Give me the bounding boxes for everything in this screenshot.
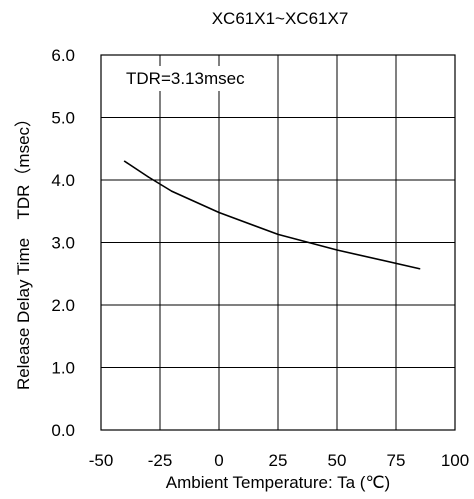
y-tick-label: 0.0 — [51, 421, 75, 440]
y-tick-label: 6.0 — [51, 46, 75, 65]
x-tick-label: -25 — [148, 451, 173, 470]
data-point — [277, 233, 279, 236]
x-axis-ticks: -50 -25 0 25 50 75 100 — [89, 451, 469, 470]
x-tick-label: -50 — [89, 451, 114, 470]
series-layer — [123, 160, 421, 270]
data-point — [418, 267, 421, 270]
data-point — [336, 249, 338, 251]
x-tick-label: 0 — [214, 451, 223, 470]
annotation-box: TDR=3.13msec — [120, 66, 252, 91]
annotation-background — [120, 66, 252, 91]
x-tick-label: 75 — [387, 451, 406, 470]
chart-title: XC61X1~XC61X7 — [212, 9, 349, 28]
y-axis-label-text: Release Delay Time TDR（msec） — [14, 110, 33, 390]
x-tick-label: 50 — [328, 451, 347, 470]
x-axis-label: Ambient Temperature: Ta (℃) — [166, 473, 390, 492]
y-tick-label: 1.0 — [51, 359, 75, 378]
data-point — [147, 176, 149, 178]
data-point — [171, 190, 173, 193]
series-line — [124, 160, 420, 270]
y-tick-label: 3.0 — [51, 234, 75, 253]
y-axis-label-unit: TDR（msec） — [14, 110, 33, 220]
data-point — [123, 160, 126, 163]
y-tick-label: 2.0 — [51, 296, 75, 315]
x-tick-label: 100 — [441, 451, 469, 470]
y-tick-label: 5.0 — [51, 109, 75, 128]
x-tick-label: 25 — [269, 451, 288, 470]
y-axis-label: Release Delay Time TDR（msec） — [14, 110, 33, 390]
plot-frame — [100, 54, 456, 431]
y-axis-label-name: Release Delay Time — [14, 238, 33, 390]
y-tick-label: 4.0 — [51, 171, 75, 190]
data-point — [218, 211, 220, 214]
annotation-label: TDR=3.13msec — [126, 69, 245, 88]
y-axis-ticks: 0.0 1.0 2.0 3.0 4.0 5.0 6.0 — [51, 46, 75, 440]
grid — [101, 55, 455, 430]
